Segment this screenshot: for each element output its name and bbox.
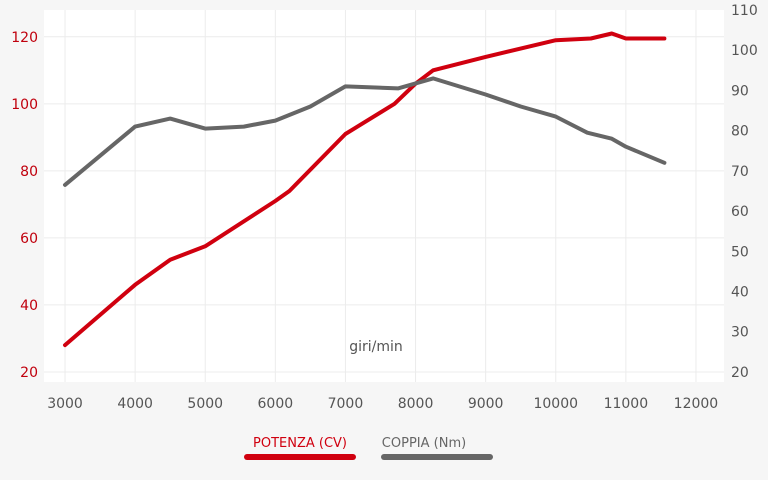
left-tick-label: 100 xyxy=(11,97,38,113)
right-tick-label: 50 xyxy=(731,244,749,260)
legend-coppia: COPPIA (Nm) xyxy=(381,436,493,460)
left-tick-label: 120 xyxy=(11,30,38,46)
x-tick-label: 6000 xyxy=(258,396,294,412)
right-tick-label: 40 xyxy=(731,285,749,301)
right-tick-label: 20 xyxy=(731,365,749,381)
left-tick-label: 40 xyxy=(20,298,38,314)
x-tick-label: 5000 xyxy=(187,396,223,412)
left-tick-label: 20 xyxy=(20,365,38,381)
right-tick-label: 100 xyxy=(731,43,758,59)
grid xyxy=(44,10,724,382)
left-tick-label: 80 xyxy=(20,164,38,180)
x-tick-label: 4000 xyxy=(117,396,153,412)
x-tick-label: 12000 xyxy=(674,396,719,412)
x-tick-label: 11000 xyxy=(604,396,649,412)
right-tick-label: 60 xyxy=(731,204,749,220)
legend-label: POTENZA (CV) xyxy=(253,436,347,451)
right-axis-ticks: 20 30 40 50 60 70 80 90 100 110 xyxy=(731,3,758,381)
x-tick-label: 10000 xyxy=(533,396,578,412)
legend-label: COPPIA (Nm) xyxy=(382,436,466,451)
right-tick-label: 90 xyxy=(731,83,749,99)
series-line-potenza xyxy=(63,31,667,348)
series-lines xyxy=(63,31,667,348)
x-axis-label: giri/min xyxy=(349,339,403,355)
right-tick-label: 110 xyxy=(731,3,758,19)
x-axis-ticks: 3000 4000 5000 6000 7000 8000 9000 10000 11000 12… xyxy=(47,396,718,412)
x-tick-label: 7000 xyxy=(328,396,364,412)
x-tick-label: 8000 xyxy=(398,396,434,412)
right-tick-label: 80 xyxy=(731,124,749,140)
left-tick-label: 60 xyxy=(20,231,38,247)
right-tick-label: 70 xyxy=(731,164,749,180)
x-tick-label: 9000 xyxy=(468,396,504,412)
plot-area xyxy=(44,10,724,382)
left-axis-ticks: 20 40 60 80 100 120 xyxy=(11,30,38,381)
right-tick-label: 30 xyxy=(731,325,749,341)
legend: POTENZA (CV) COPPIA (Nm) xyxy=(244,436,493,460)
series-line-coppia xyxy=(63,76,667,187)
legend-potenza: POTENZA (CV) xyxy=(244,436,356,460)
x-tick-label: 3000 xyxy=(47,396,83,412)
